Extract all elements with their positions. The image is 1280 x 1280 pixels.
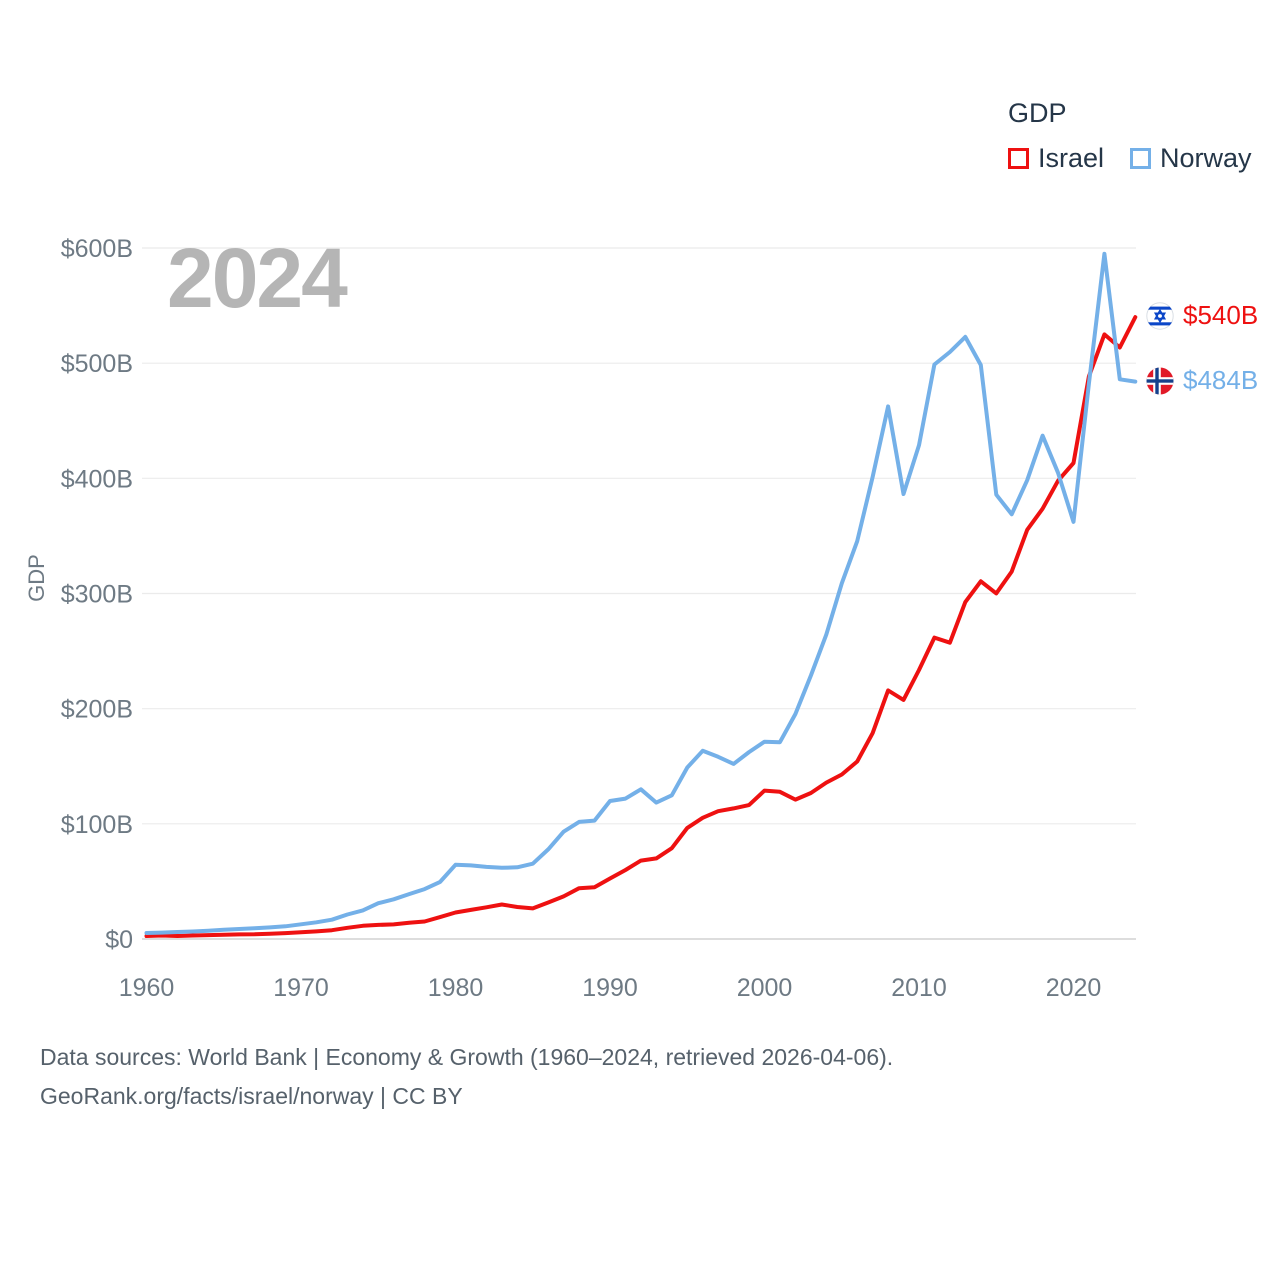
- israel-legend-swatch: [1008, 148, 1029, 169]
- y-axis-tick-label: $300B: [61, 581, 133, 609]
- israel-flag-icon: [1146, 301, 1174, 330]
- year-watermark: 2024: [167, 231, 348, 325]
- x-axis-tick-label: 1990: [582, 974, 638, 1002]
- x-axis-tick-label: 2020: [1046, 974, 1102, 1002]
- norway-flag-icon: [1146, 367, 1174, 394]
- y-axis-tick-label: $200B: [61, 696, 133, 724]
- norway-series-end-label: $484B: [1146, 365, 1258, 396]
- israel-gdp-line: [144, 315, 1138, 938]
- y-axis-tick-label: $100B: [61, 811, 133, 839]
- legend-item-norway[interactable]: Norway: [1130, 143, 1252, 174]
- legend-item-label: Norway: [1160, 143, 1252, 173]
- chart-footer: Data sources: World Bank | Economy & Gro…: [40, 1038, 893, 1116]
- x-axis-tick-label: 1980: [428, 974, 484, 1002]
- gdp-line-chart: $0 $100B $200B $300B $400B $500B $600B 1960 1970…: [24, 231, 1138, 1002]
- legend-title: GDP: [1008, 98, 1067, 128]
- israel-end-value: $540B: [1183, 300, 1259, 330]
- israel-series-end-label: $540B: [1146, 300, 1258, 331]
- y-axis-tick-label: $400B: [61, 465, 133, 493]
- y-axis-tick-label: $600B: [61, 235, 133, 263]
- x-axis-tick-label: 1960: [119, 974, 175, 1002]
- norway-end-value: $484B: [1183, 365, 1259, 395]
- legend-item-label: Israel: [1038, 143, 1105, 173]
- norway-legend-swatch: [1130, 148, 1152, 169]
- x-axis-tick-label: 2000: [737, 974, 793, 1002]
- x-axis-tick-label: 2010: [891, 974, 947, 1002]
- y-axis-title: GDP: [24, 554, 49, 602]
- legend-item-israel[interactable]: Israel: [1008, 143, 1104, 174]
- chart-legend: GDP Israel Norway: [1008, 98, 1252, 174]
- y-axis-tick-label: $0: [105, 926, 133, 954]
- y-axis-tick-label: $500B: [61, 350, 133, 378]
- data-sources-text: Data sources: World Bank | Economy & Gro…: [40, 1044, 894, 1070]
- norway-gdp-line: [144, 251, 1138, 935]
- attribution-text: GeoRank.org/facts/israel/norway | CC BY: [40, 1083, 463, 1109]
- x-axis-tick-label: 1970: [273, 974, 329, 1002]
